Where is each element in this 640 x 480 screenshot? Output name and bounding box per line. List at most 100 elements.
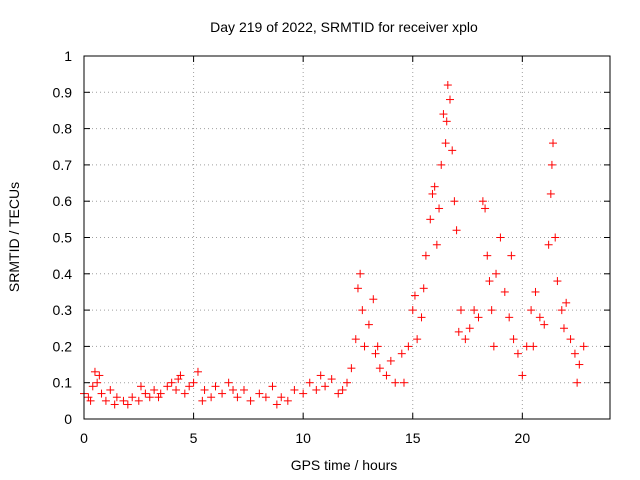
data-point xyxy=(435,204,444,213)
data-point xyxy=(382,371,391,380)
data-point xyxy=(84,393,93,402)
data-point xyxy=(481,204,490,213)
data-point xyxy=(428,189,437,198)
y-tick-label: 0 xyxy=(64,411,72,427)
data-point xyxy=(446,95,455,104)
data-point xyxy=(408,306,417,315)
data-point xyxy=(93,378,102,387)
y-tick-label: 0.2 xyxy=(53,338,73,354)
data-point xyxy=(483,251,492,260)
y-tick-label: 0.6 xyxy=(53,193,73,209)
data-point xyxy=(207,393,216,402)
data-point xyxy=(573,378,582,387)
data-point xyxy=(218,389,227,398)
data-point xyxy=(334,389,343,398)
y-axis-tick-labels: 0 0.1 0.2 0.3 0.4 0.5 0.6 0.7 0.8 0.9 1 xyxy=(53,48,73,427)
data-point xyxy=(527,306,536,315)
y-tick-label: 0.9 xyxy=(53,84,73,100)
x-tick-label: 0 xyxy=(80,430,88,446)
data-point xyxy=(134,396,143,405)
data-point xyxy=(272,400,281,409)
data-point xyxy=(283,396,292,405)
data-point xyxy=(167,378,176,387)
data-points xyxy=(80,81,588,409)
data-point xyxy=(174,375,183,384)
data-point xyxy=(531,287,540,296)
data-point xyxy=(443,81,452,90)
data-point xyxy=(185,382,194,391)
data-point xyxy=(399,378,408,387)
data-point xyxy=(261,393,270,402)
data-point xyxy=(211,382,220,391)
data-point xyxy=(437,160,446,169)
data-point xyxy=(419,284,428,293)
y-tick-label: 0.3 xyxy=(53,302,73,318)
data-point xyxy=(371,349,380,358)
data-point xyxy=(305,378,314,387)
data-point xyxy=(485,277,494,286)
data-point xyxy=(299,389,308,398)
data-point xyxy=(364,320,373,329)
data-point xyxy=(351,335,360,344)
data-point xyxy=(575,360,584,369)
y-tick-label: 0.5 xyxy=(53,230,73,246)
data-point xyxy=(549,139,558,148)
data-point xyxy=(373,342,382,351)
x-tick-label: 15 xyxy=(405,430,421,446)
data-point xyxy=(290,385,299,394)
data-point xyxy=(559,324,568,333)
data-point xyxy=(391,378,400,387)
data-point xyxy=(136,382,145,391)
data-point xyxy=(553,277,562,286)
data-point xyxy=(397,349,406,358)
data-point xyxy=(513,349,522,358)
data-point xyxy=(172,385,181,394)
data-point xyxy=(500,287,509,296)
data-point xyxy=(233,393,242,402)
data-point xyxy=(90,367,99,376)
data-point xyxy=(347,364,356,373)
data-point xyxy=(450,197,459,206)
data-point xyxy=(456,306,465,315)
data-point xyxy=(546,189,555,198)
data-point xyxy=(176,371,185,380)
data-point xyxy=(154,393,163,402)
data-point xyxy=(448,146,457,155)
data-point xyxy=(369,295,378,304)
data-point xyxy=(239,385,248,394)
data-point xyxy=(465,324,474,333)
data-point xyxy=(410,291,419,300)
y-tick-label: 0.4 xyxy=(53,266,73,282)
chart-title: Day 219 of 2022, SRMTID for receiver xpl… xyxy=(210,19,478,35)
data-point xyxy=(128,393,137,402)
data-point xyxy=(507,251,516,260)
data-point xyxy=(413,335,422,344)
data-point xyxy=(229,385,238,394)
data-point xyxy=(224,378,233,387)
data-point xyxy=(343,378,351,387)
data-point xyxy=(386,356,395,365)
data-point xyxy=(110,400,119,409)
data-point xyxy=(579,342,588,351)
y-tick-label: 0.7 xyxy=(53,157,73,173)
data-point xyxy=(150,385,159,394)
data-point xyxy=(198,396,207,405)
x-tick-label: 20 xyxy=(515,430,531,446)
data-point xyxy=(442,117,451,126)
data-point xyxy=(518,371,527,380)
data-point xyxy=(97,389,106,398)
data-point xyxy=(156,389,165,398)
x-axis-tick-labels: 0 5 10 15 20 xyxy=(80,430,530,446)
data-point xyxy=(356,269,365,278)
data-point xyxy=(432,240,441,249)
data-point xyxy=(255,389,264,398)
data-point xyxy=(327,375,336,384)
data-point xyxy=(268,382,277,391)
data-point xyxy=(454,327,463,336)
data-point xyxy=(570,349,579,358)
data-point xyxy=(180,389,189,398)
data-point xyxy=(338,385,347,394)
data-point xyxy=(321,382,330,391)
y-axis-title: SRMTID / TECUs xyxy=(6,182,22,292)
data-point xyxy=(439,110,448,119)
